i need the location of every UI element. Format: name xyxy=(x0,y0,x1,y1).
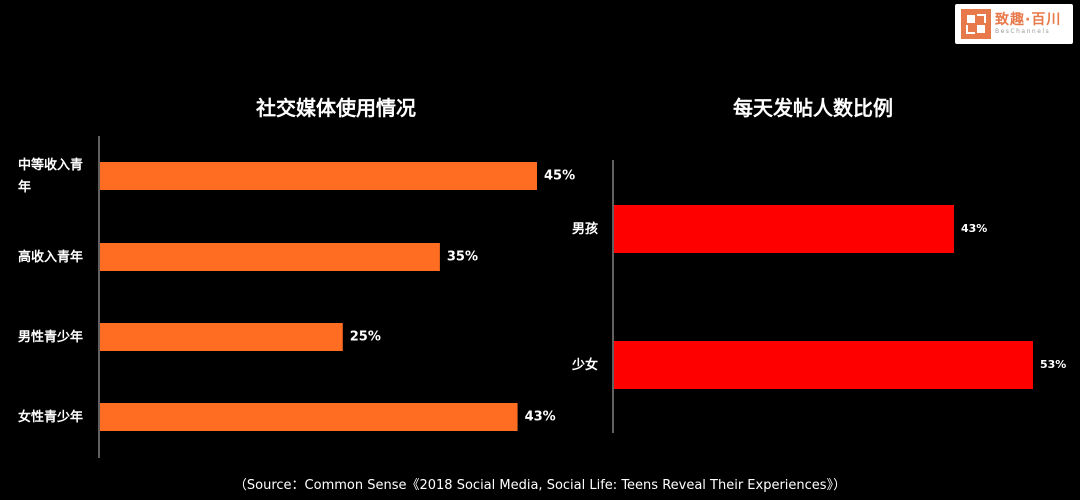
left-value-label-2: 35% xyxy=(447,250,478,265)
logo-name-cn: 致趣·百川 xyxy=(995,12,1062,28)
right-bar-1 xyxy=(614,205,954,253)
right-value-label-1: 43% xyxy=(961,222,987,235)
left-value-label-1: 45% xyxy=(544,169,575,184)
left-value-label-3: 25% xyxy=(350,330,381,345)
brand-logo: 致趣·百川 BesChannels xyxy=(955,4,1073,44)
left-bar-3 xyxy=(100,323,343,351)
source-note: （Source：Common Sense《2018 Social Media, … xyxy=(233,478,847,493)
logo-mark-icon xyxy=(961,9,991,39)
left-category-label-2: 高收入青年 xyxy=(18,249,83,265)
right-category-label-1: 男孩 xyxy=(572,221,598,237)
left-category-label-4: 女性青少年 xyxy=(18,409,83,425)
left-bar-2 xyxy=(100,243,440,271)
left-bar-1 xyxy=(100,162,537,190)
left-category-label-3: 男性青少年 xyxy=(18,329,83,345)
right-bar-2 xyxy=(614,341,1033,389)
logo-name-en: BesChannels xyxy=(995,28,1051,35)
right-value-label-2: 53% xyxy=(1040,358,1066,371)
left-bar-4 xyxy=(100,403,518,431)
left-value-label-4: 43% xyxy=(525,410,556,425)
right-chart-title: 每天发帖人数比例 xyxy=(733,96,893,120)
left-chart-title: 社交媒体使用情况 xyxy=(256,96,416,120)
right-category-label-2: 少女 xyxy=(571,357,598,373)
left-category-label-1: 中等收入青年 xyxy=(18,157,83,195)
